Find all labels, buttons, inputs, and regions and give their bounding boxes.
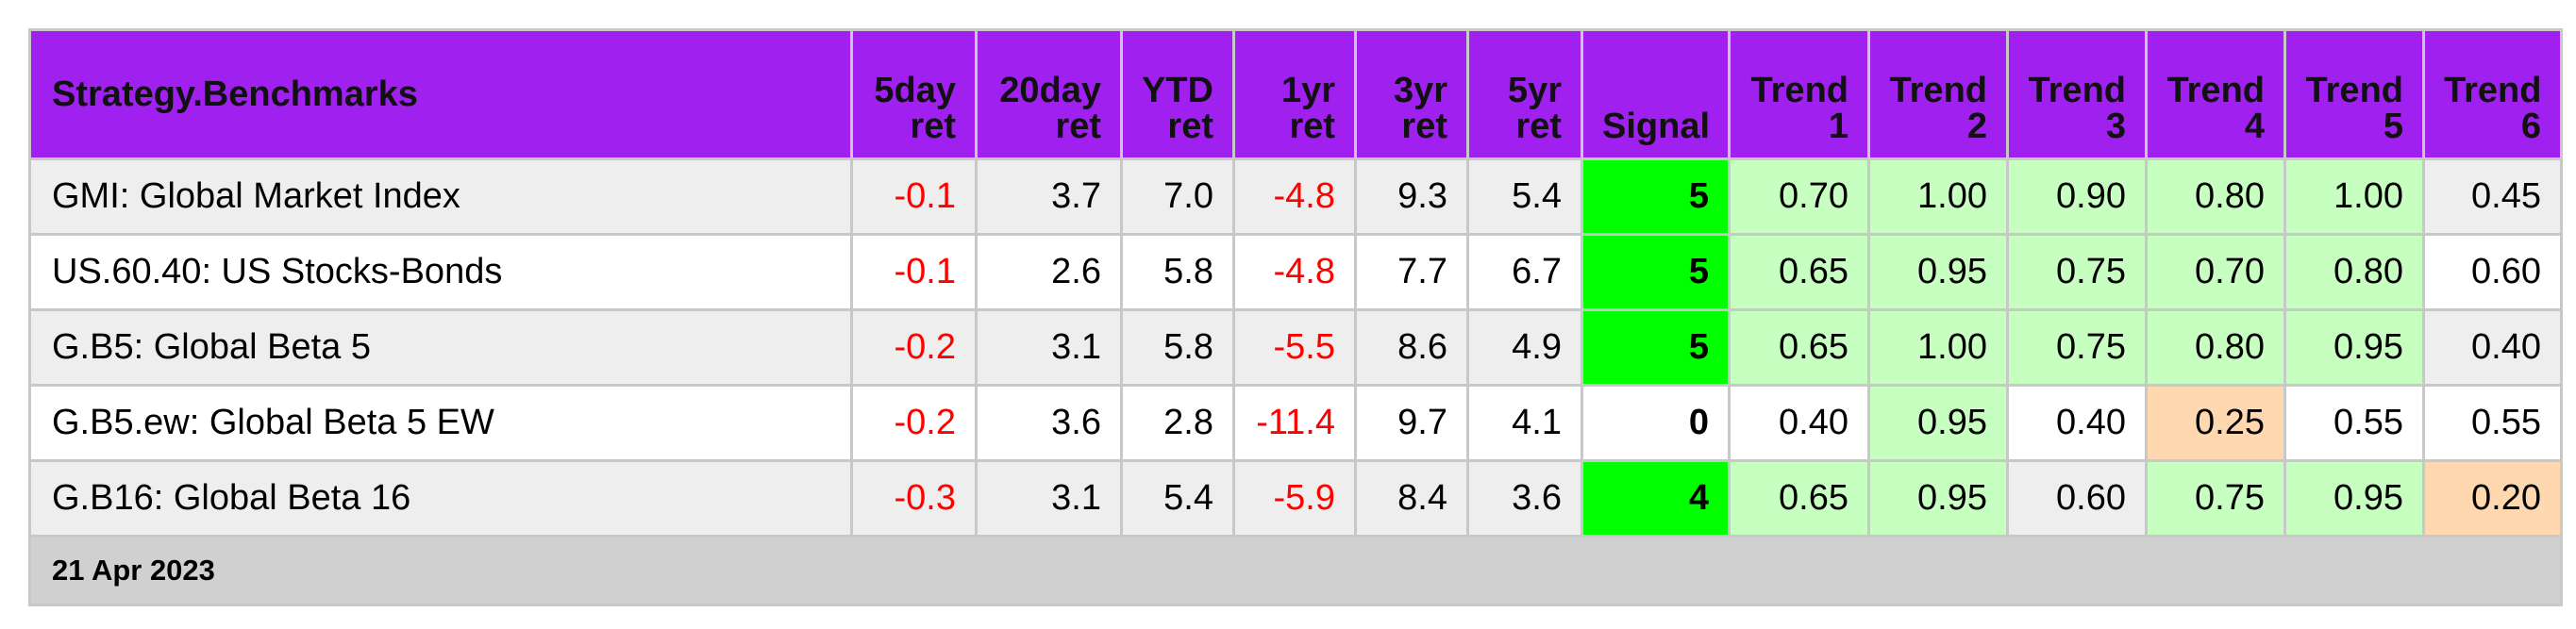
column-header: Trend 3 bbox=[2006, 28, 2148, 160]
table-row: G.B16: Global Beta 16 -0.3 3.1 5.4 -5.9 8.4 3.… bbox=[28, 459, 2563, 538]
value-cell: 0.80 bbox=[2283, 233, 2425, 311]
row-label: G.B5: Global Beta 5 bbox=[28, 308, 853, 387]
column-header: 5yr ret bbox=[1466, 28, 1583, 160]
table-body: GMI: Global Market Index -0.1 3.7 7.0 -4.8 9.… bbox=[28, 157, 2563, 538]
column-header: 3yr ret bbox=[1354, 28, 1469, 160]
value-cell: 5.4 bbox=[1120, 459, 1235, 538]
value-cell: 0.80 bbox=[2145, 157, 2286, 236]
value-cell: -5.5 bbox=[1232, 308, 1357, 387]
value-cell: 4.1 bbox=[1466, 384, 1583, 462]
value-cell: 0.20 bbox=[2422, 459, 2563, 538]
column-header: Trend 4 bbox=[2145, 28, 2286, 160]
value-cell: -0.3 bbox=[850, 459, 978, 538]
value-cell: 0.95 bbox=[2283, 308, 2425, 387]
value-cell: 4.9 bbox=[1466, 308, 1583, 387]
value-cell: 0.40 bbox=[2006, 384, 2148, 462]
header-row: Strategy.Benchmarks 5day ret 20day ret YTD … bbox=[28, 28, 2563, 160]
value-cell: 7.7 bbox=[1354, 233, 1469, 311]
value-cell: 0.95 bbox=[2283, 459, 2425, 538]
value-cell: 3.6 bbox=[975, 384, 1123, 462]
value-cell: 0.65 bbox=[1728, 233, 1870, 311]
column-header: Strategy.Benchmarks bbox=[28, 28, 853, 160]
footer-row: 21 Apr 2023 bbox=[28, 535, 2563, 606]
row-label: G.B5.ew: Global Beta 5 EW bbox=[28, 384, 853, 462]
table-footer: 21 Apr 2023 bbox=[28, 535, 2563, 606]
column-header: 20day ret bbox=[975, 28, 1123, 160]
value-cell: -0.2 bbox=[850, 384, 978, 462]
row-label: US.60.40: US Stocks-Bonds bbox=[28, 233, 853, 311]
table-row: US.60.40: US Stocks-Bonds -0.1 2.6 5.8 -4.8 7… bbox=[28, 233, 2563, 311]
column-header: Trend 6 bbox=[2422, 28, 2563, 160]
column-header: YTD ret bbox=[1120, 28, 1235, 160]
value-cell: 3.1 bbox=[975, 459, 1123, 538]
footer-date: 21 Apr 2023 bbox=[28, 535, 2563, 606]
signal-cell: 5 bbox=[1581, 157, 1731, 236]
row-label: GMI: Global Market Index bbox=[28, 157, 853, 236]
value-cell: 3.7 bbox=[975, 157, 1123, 236]
signal-cell: 5 bbox=[1581, 308, 1731, 387]
value-cell: -0.1 bbox=[850, 233, 978, 311]
signal-cell: 4 bbox=[1581, 459, 1731, 538]
value-cell: 1.00 bbox=[2283, 157, 2425, 236]
value-cell: 2.6 bbox=[975, 233, 1123, 311]
value-cell: -0.2 bbox=[850, 308, 978, 387]
table-header: Strategy.Benchmarks 5day ret 20day ret YTD … bbox=[28, 28, 2563, 160]
value-cell: 0.75 bbox=[2145, 459, 2286, 538]
column-header: 1yr ret bbox=[1232, 28, 1357, 160]
value-cell: 2.8 bbox=[1120, 384, 1235, 462]
row-label: G.B16: Global Beta 16 bbox=[28, 459, 853, 538]
value-cell: 9.3 bbox=[1354, 157, 1469, 236]
table-row: G.B5: Global Beta 5 -0.2 3.1 5.8 -5.5 8.6 4.9 5… bbox=[28, 308, 2563, 387]
value-cell: 0.90 bbox=[2006, 157, 2148, 236]
column-header: Signal bbox=[1581, 28, 1731, 160]
value-cell: 0.25 bbox=[2145, 384, 2286, 462]
value-cell: 8.6 bbox=[1354, 308, 1469, 387]
value-cell: -4.8 bbox=[1232, 233, 1357, 311]
value-cell: 1.00 bbox=[1867, 157, 2009, 236]
value-cell: 1.00 bbox=[1867, 308, 2009, 387]
value-cell: 0.55 bbox=[2283, 384, 2425, 462]
value-cell: 6.7 bbox=[1466, 233, 1583, 311]
value-cell: -5.9 bbox=[1232, 459, 1357, 538]
value-cell: 9.7 bbox=[1354, 384, 1469, 462]
value-cell: 0.70 bbox=[2145, 233, 2286, 311]
column-header: Trend 2 bbox=[1867, 28, 2009, 160]
value-cell: 0.40 bbox=[1728, 384, 1870, 462]
value-cell: 0.45 bbox=[2422, 157, 2563, 236]
value-cell: 0.80 bbox=[2145, 308, 2286, 387]
table-row: G.B5.ew: Global Beta 5 EW -0.2 3.6 2.8 -11.4… bbox=[28, 384, 2563, 462]
value-cell: 0.55 bbox=[2422, 384, 2563, 462]
value-cell: -11.4 bbox=[1232, 384, 1357, 462]
value-cell: 0.95 bbox=[1867, 233, 2009, 311]
value-cell: 5.8 bbox=[1120, 308, 1235, 387]
value-cell: 0.95 bbox=[1867, 384, 2009, 462]
signal-cell: 5 bbox=[1581, 233, 1731, 311]
value-cell: 0.40 bbox=[2422, 308, 2563, 387]
value-cell: 0.60 bbox=[2422, 233, 2563, 311]
value-cell: -4.8 bbox=[1232, 157, 1357, 236]
column-header: 5day ret bbox=[850, 28, 978, 160]
value-cell: 5.4 bbox=[1466, 157, 1583, 236]
value-cell: 3.1 bbox=[975, 308, 1123, 387]
value-cell: 0.60 bbox=[2006, 459, 2148, 538]
value-cell: 0.75 bbox=[2006, 233, 2148, 311]
value-cell: 8.4 bbox=[1354, 459, 1469, 538]
value-cell: 0.70 bbox=[1728, 157, 1870, 236]
value-cell: 0.95 bbox=[1867, 459, 2009, 538]
value-cell: 0.65 bbox=[1728, 459, 1870, 538]
column-header: Trend 1 bbox=[1728, 28, 1870, 160]
value-cell: 7.0 bbox=[1120, 157, 1235, 236]
value-cell: 0.65 bbox=[1728, 308, 1870, 387]
value-cell: -0.1 bbox=[850, 157, 978, 236]
value-cell: 5.8 bbox=[1120, 233, 1235, 311]
signal-cell: 0 bbox=[1581, 384, 1731, 462]
value-cell: 0.75 bbox=[2006, 308, 2148, 387]
table-row: GMI: Global Market Index -0.1 3.7 7.0 -4.8 9.… bbox=[28, 157, 2563, 236]
value-cell: 3.6 bbox=[1466, 459, 1583, 538]
column-header: Trend 5 bbox=[2283, 28, 2425, 160]
benchmarks-table: Strategy.Benchmarks 5day ret 20day ret YTD … bbox=[28, 28, 2563, 606]
